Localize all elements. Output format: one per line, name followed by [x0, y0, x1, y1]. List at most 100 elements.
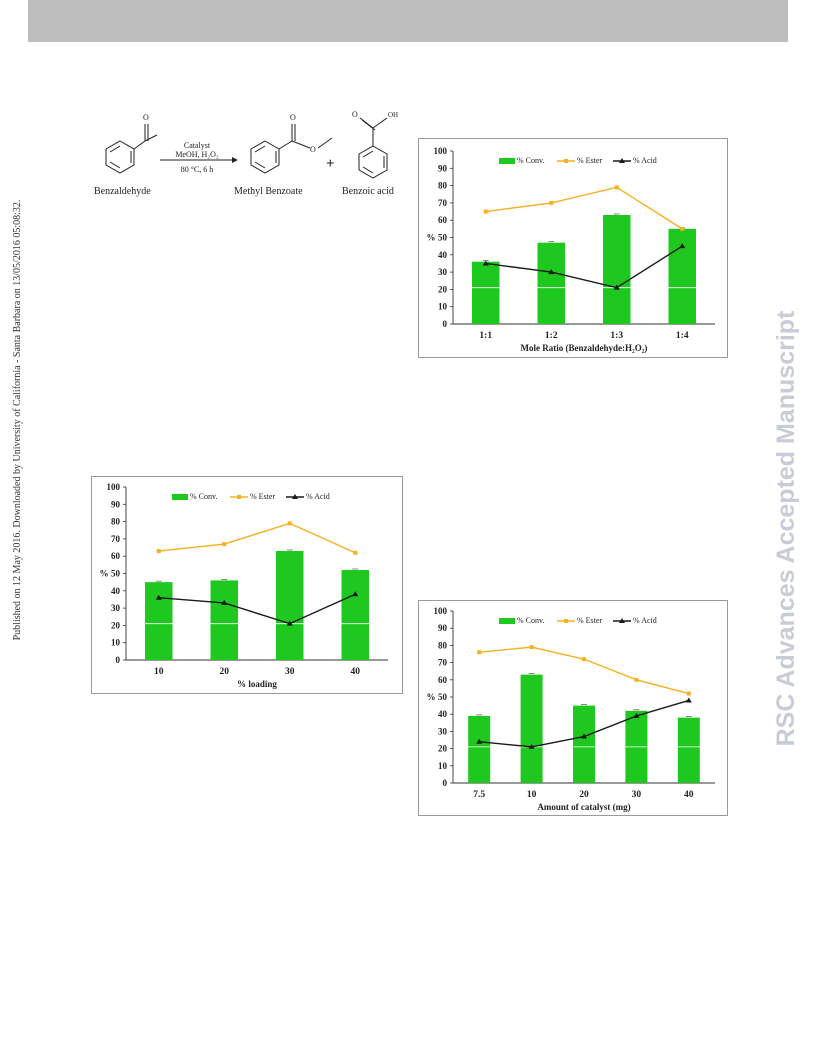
y-tick-label: 50: [438, 692, 448, 702]
bar-conv: [210, 580, 239, 660]
acid-point: [548, 269, 555, 275]
legend-label-conv: % Conv.: [517, 616, 544, 625]
download-notice-text: Published on 12 May 2016. Downloaded by …: [12, 199, 23, 641]
y-tick-label: 60: [111, 551, 121, 561]
y-axis-label: %: [427, 692, 436, 702]
x-tick-label: 1:1: [479, 331, 492, 341]
atom-o2: O: [290, 113, 296, 122]
y-tick-label: 0: [116, 655, 121, 665]
bar-conv: [602, 215, 631, 324]
atom-oh: OH: [388, 111, 398, 119]
x-tick-label: 30: [632, 790, 642, 800]
y-tick-label: 40: [438, 250, 448, 260]
x-tick-label: 10: [527, 790, 537, 800]
chart-catalyst-amount: 0 10 20 30 40 50 60 70 80 90 100% 7.5 10 20 30 40 Amount…: [418, 600, 728, 816]
chart-loading-svg: 0 10 20 30 40 50 60 70 80 90 100% 10 20 30 40 % loading…: [100, 482, 388, 689]
ester-point: [353, 550, 358, 555]
y-tick-label: 50: [438, 233, 448, 243]
y-tick-label: 20: [438, 284, 448, 294]
y-tick-label: 100: [107, 482, 121, 492]
ester-point: [582, 657, 586, 662]
y-tick-label: 100: [434, 146, 448, 156]
legend-marker-acid: [619, 158, 625, 163]
x-tick-label: 10: [154, 667, 164, 677]
ester-point: [680, 226, 685, 231]
legend-swatch-conv: [172, 494, 188, 500]
header-bar: [28, 0, 788, 42]
bar-conv: [144, 582, 173, 660]
ester-point: [222, 542, 227, 547]
product2-label: Benzoic acid: [342, 186, 394, 197]
chart-loading: 0 10 20 30 40 50 60 70 80 90 100% 10 20 30 40 % loading…: [91, 476, 403, 694]
legend-marker-acid: [619, 618, 625, 623]
bar-conv: [471, 261, 500, 324]
acid-point: [613, 284, 620, 290]
y-tick-label: 50: [111, 569, 121, 579]
y-tick-label: 20: [111, 620, 121, 630]
ester-point: [634, 677, 639, 682]
acid-point: [685, 697, 692, 703]
ester-line: [158, 522, 356, 554]
ester-point: [686, 691, 691, 696]
y-tick-label: 40: [111, 586, 121, 596]
x-tick-label: 40: [351, 667, 361, 677]
y-tick-label: 0: [443, 319, 448, 329]
x-tick-label: 30: [285, 667, 295, 677]
x-tick-label: 20: [579, 790, 589, 800]
legend-swatch-conv: [499, 618, 515, 624]
acid-point: [679, 243, 686, 249]
legend-marker-ester: [237, 495, 241, 499]
ester-point: [477, 650, 482, 655]
conditions-line1: Catalyst: [184, 141, 211, 150]
conditions-line3: 80 °C, 6 h: [181, 165, 214, 174]
legend-label-conv: % Conv.: [517, 156, 544, 165]
legend-label-conv: % Conv.: [190, 492, 217, 501]
x-axis-label: % loading: [237, 679, 277, 689]
legend-marker-ester: [564, 619, 568, 623]
y-tick-label: 70: [438, 198, 448, 208]
legend-label-ester: % Ester: [250, 492, 275, 501]
acid-point: [286, 620, 293, 626]
acid-point: [528, 743, 535, 749]
x-tick-label: 1:4: [676, 331, 689, 341]
legend-label-ester: % Ester: [577, 616, 602, 625]
y-axis-label: %: [427, 233, 436, 243]
ester-point: [156, 549, 161, 554]
y-tick-label: 60: [438, 675, 448, 685]
x-axis-label: Amount of catalyst (mg): [537, 802, 630, 812]
bar-conv: [341, 570, 370, 660]
legend-label-acid: % Acid: [306, 492, 330, 501]
benzoic-acid-structure: [358, 117, 388, 179]
y-tick-label: 20: [438, 744, 448, 754]
y-tick-label: 90: [438, 623, 448, 633]
acid-point: [221, 599, 228, 605]
y-tick-label: 10: [438, 302, 448, 312]
x-tick-label: 7.5: [473, 790, 485, 800]
ester-point: [549, 200, 554, 205]
y-tick-label: 30: [438, 726, 448, 736]
journal-watermark: RSC Advances Accepted Manuscript: [772, 256, 800, 801]
y-tick-label: 100: [434, 606, 448, 616]
product1-label: Methyl Benzoate: [234, 186, 303, 197]
y-tick-label: 30: [438, 267, 448, 277]
y-axis-label: %: [100, 569, 109, 579]
acid-point: [476, 738, 483, 744]
bar-conv: [572, 705, 596, 783]
reactant-label: Benzaldehyde: [94, 186, 151, 197]
chart-catalyst-amount-svg: 0 10 20 30 40 50 60 70 80 90 100% 7.5 10 20 30 40 Amount…: [427, 606, 715, 812]
ester-point: [529, 645, 534, 650]
bar-conv: [275, 551, 304, 660]
atom-o3: O: [310, 145, 316, 154]
journal-watermark-text: RSC Advances Accepted Manuscript: [772, 310, 800, 747]
y-tick-label: 70: [111, 534, 121, 544]
acid-point: [352, 591, 359, 597]
legend-label-ester: % Ester: [577, 156, 602, 165]
bar-conv: [468, 715, 491, 783]
bar-conv: [677, 717, 700, 783]
acid-point: [633, 712, 640, 718]
acid-point: [155, 594, 162, 600]
ester-line: [485, 186, 683, 230]
y-tick-label: 10: [111, 638, 121, 648]
y-tick-label: 30: [111, 603, 121, 613]
y-tick-label: 80: [111, 517, 121, 527]
